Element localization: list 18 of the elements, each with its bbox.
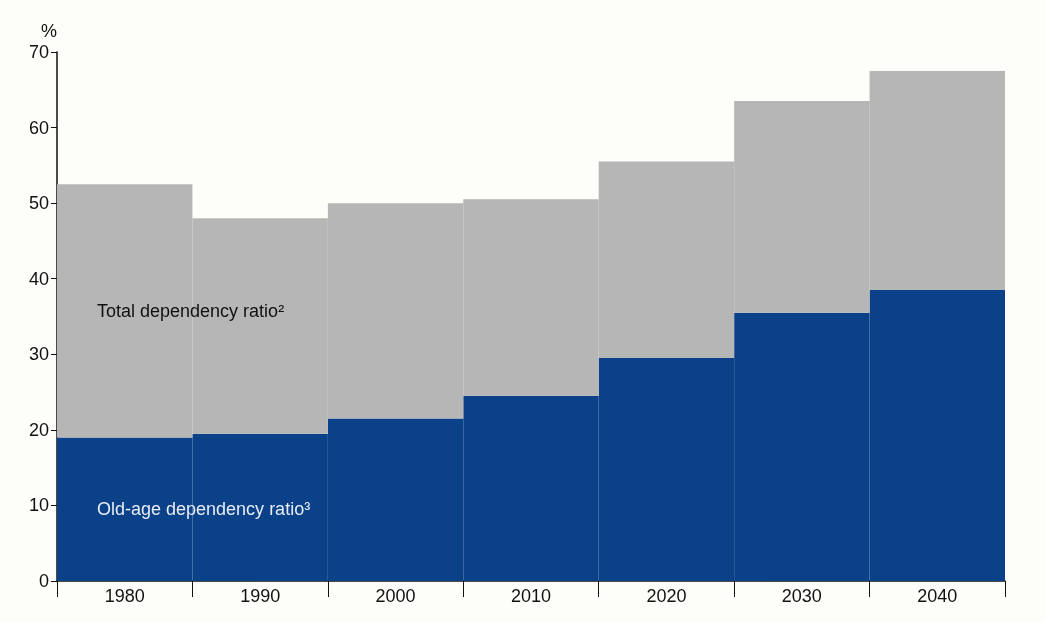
x-tick-label: 2040 [917, 586, 958, 606]
x-tick-label: 2010 [510, 586, 552, 606]
series-label: Old-age dependency ratio³ [97, 499, 311, 520]
y-tick-label: 0 [38, 571, 49, 591]
y-tick-label: 20 [28, 419, 49, 440]
y-tick-label: 60 [28, 117, 49, 138]
series-label: Total dependency ratio² [97, 300, 285, 321]
y-tick-label: 70 [28, 42, 49, 62]
x-tick-label: 1990 [240, 586, 281, 606]
x-tick-label: 1980 [104, 586, 145, 606]
y-tick-label: 10 [28, 495, 49, 516]
y-tick-label: 30 [28, 344, 49, 365]
y-tick-label: 50 [28, 193, 49, 214]
y-axis-title: % [40, 21, 57, 41]
x-tick-label: 2020 [646, 586, 687, 606]
x-tick-label: 2000 [375, 586, 416, 606]
y-tick-label: 40 [28, 268, 49, 289]
x-tick-label: 2030 [781, 586, 822, 606]
